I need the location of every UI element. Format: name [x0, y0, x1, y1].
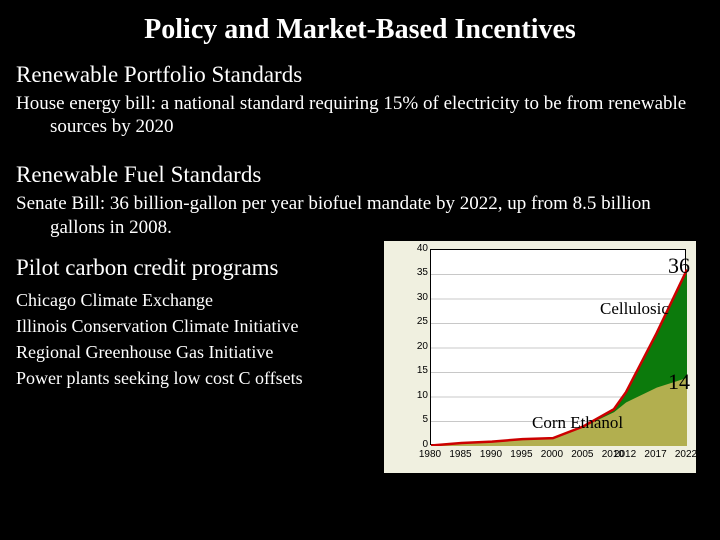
list-item: Chicago Climate Exchange	[16, 287, 376, 313]
xtick: 2017	[642, 449, 670, 460]
rps-heading: Renewable Portfolio Standards	[16, 62, 704, 88]
ytick: 35	[408, 267, 428, 278]
page-title: Policy and Market-Based Incentives	[16, 14, 704, 46]
biofuel-chart: Billion Gallons/Year05101520253035401980…	[384, 241, 696, 473]
xtick: 1990	[477, 449, 505, 460]
ytick: 40	[408, 243, 428, 254]
rfs-body: Senate Bill: 36 billion-gallon per year …	[16, 192, 704, 238]
chart-annotation: 14	[668, 369, 690, 395]
ytick: 5	[408, 414, 428, 425]
xtick: 1995	[507, 449, 535, 460]
pilot-list: Chicago Climate Exchange Illinois Conser…	[16, 287, 376, 391]
xtick: 1980	[416, 449, 444, 460]
xtick: 2000	[538, 449, 566, 460]
xtick: 2012	[611, 449, 639, 460]
ytick: 10	[408, 390, 428, 401]
xtick: 2022	[672, 449, 700, 460]
pilot-heading: Pilot carbon credit programs	[16, 255, 376, 281]
chart-annotation: 36	[668, 253, 690, 279]
chart-annotation: Cellulosic	[600, 299, 669, 319]
list-item: Illinois Conservation Climate Initiative	[16, 313, 376, 339]
xtick: 1985	[446, 449, 474, 460]
rfs-heading: Renewable Fuel Standards	[16, 162, 704, 188]
rps-body: House energy bill: a national standard r…	[16, 92, 704, 138]
chart-annotation: Corn Ethanol	[532, 413, 623, 433]
xtick: 2005	[568, 449, 596, 460]
ytick: 30	[408, 292, 428, 303]
list-item: Power plants seeking low cost C offsets	[16, 365, 376, 391]
ytick: 25	[408, 316, 428, 327]
ytick: 20	[408, 341, 428, 352]
ytick: 15	[408, 365, 428, 376]
list-item: Regional Greenhouse Gas Initiative	[16, 339, 376, 365]
